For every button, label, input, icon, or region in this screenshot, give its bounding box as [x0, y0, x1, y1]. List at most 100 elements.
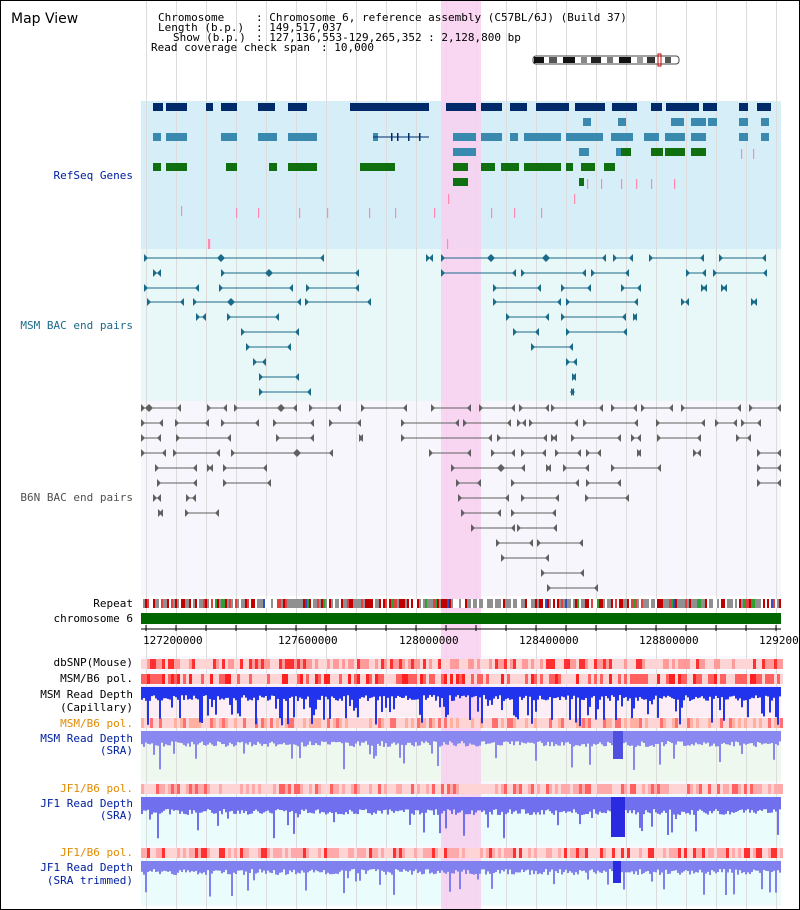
jf1-trim-depth-bar: [241, 861, 243, 871]
msm-sra-depth-bar: [649, 731, 651, 746]
msm-cap-depth-bar: [331, 687, 333, 697]
jf1-depth-bar: [559, 797, 561, 813]
msm-pol-cell: [252, 674, 255, 684]
repeat-mark: [189, 599, 191, 608]
jf1-pol2-cell: [291, 848, 294, 858]
msm-pol-sra-cell: [537, 718, 540, 728]
repeat-mark: [419, 599, 421, 608]
b6n-bac-pair-end: [491, 449, 495, 457]
msm-pol-cell: [573, 674, 576, 684]
jf1-depth-bar: [173, 797, 175, 811]
dbsnp-cell: [759, 659, 762, 669]
jf1-pol2-cell: [207, 848, 210, 858]
msm-pol-sra-cell: [570, 718, 573, 728]
msm-pol-cell: [591, 674, 594, 684]
msm-sra-depth-bar: [679, 731, 681, 742]
jf1-trim-depth-bar: [453, 861, 455, 874]
msm-pol-sra-cell: [528, 718, 531, 728]
jf1-trim-depth-bar: [701, 861, 703, 873]
msm-sra-depth-bar: [485, 731, 487, 745]
dbsnp-cell: [474, 659, 477, 669]
refseq-minor-tick: [299, 208, 301, 218]
dbsnp-cell: [300, 659, 303, 669]
msm-pol-cell: [627, 674, 630, 684]
jf1-depth-bar: [213, 797, 215, 814]
msm-sra-depth-bar: [713, 731, 715, 744]
repeat-mark: [205, 599, 207, 608]
msm-sra-depth-bar: [447, 731, 449, 745]
jf1-depth-bar: [721, 797, 723, 815]
msm-cap-depth-bar: [273, 687, 275, 696]
msm-sra-depth-bar: [543, 731, 545, 747]
msm-sra-depth-bar: [321, 731, 323, 742]
jf1-pol-cell: [219, 784, 222, 794]
jf1-depth-bar: [149, 797, 151, 820]
msm-cap-depth-bar: [305, 687, 307, 700]
msm-pol-sra-cell: [330, 718, 333, 728]
chromosome-ideogram[interactable]: [529, 53, 685, 67]
repeat-mark: [497, 599, 499, 608]
dbsnp-cell: [231, 659, 234, 669]
msm-pol-sra-cell: [306, 718, 309, 728]
msm-sra-depth-bar: [707, 731, 709, 743]
jf1-trim-depth-bar: [687, 861, 689, 872]
msm-sra-depth-bar: [675, 731, 677, 745]
msm-sra-depth-bar: [169, 731, 171, 746]
jf1-trim-depth-bar: [721, 861, 723, 873]
jf1-depth-bar: [481, 797, 483, 813]
jf1-trim-depth-bar: [167, 861, 169, 872]
msm-sra-depth-bar: [259, 731, 261, 744]
jf1-depth-bar: [443, 797, 445, 811]
jf1-pol-cell: [681, 784, 684, 794]
msm-sra-depth-bar: [737, 731, 739, 743]
jf1-trim-depth-bar: [589, 861, 591, 871]
repeat-mark: [359, 599, 361, 608]
jf1-depth-bar: [659, 797, 661, 815]
jf1-depth-bar: [347, 797, 349, 815]
msm-cap-depth-bar: [255, 687, 257, 725]
msm-sra-depth-bar: [583, 731, 585, 745]
repeat-mark: [469, 599, 471, 608]
msm-sra-depth-bar: [701, 731, 703, 746]
jf1-depth-bar: [547, 797, 549, 810]
msm-bac-pair-end: [297, 298, 301, 306]
gridline: [506, 1, 507, 909]
repeat-mark: [643, 599, 645, 608]
jf1-pol2-cell: [177, 848, 180, 858]
msm-cap-depth-bar: [429, 687, 431, 696]
msm-cap-depth-bar: [469, 687, 471, 720]
msm-pol-sra-cell: [732, 718, 735, 728]
msm-cap-depth-bar: [585, 687, 587, 698]
msm-sra-depth-bar: [319, 731, 321, 746]
gridline: [206, 1, 207, 909]
msm-sra-depth-bar: [545, 731, 547, 746]
b6n-bac-pair-end: [555, 449, 559, 457]
jf1-depth-bar: [275, 797, 277, 811]
msm-pol-cell: [684, 674, 687, 684]
msm-pol-sra-cell: [774, 718, 777, 728]
dbsnp-cell: [309, 659, 312, 669]
msm-depth-cap-label-1: MSM Read Depth: [40, 688, 133, 701]
msm-bac-pair-end: [703, 284, 707, 292]
jf1-pol-cell: [360, 784, 363, 794]
jf1-pol2-cell: [192, 848, 195, 858]
jf1-pol-cell: [750, 784, 753, 794]
msm-sra-depth-bar: [203, 731, 205, 745]
gene-block: [288, 133, 317, 141]
msm-cap-depth-bar: [399, 687, 401, 697]
jf1-depth-bar: [373, 797, 375, 813]
jf1-depth-bar: [423, 797, 425, 833]
jf1-trim-depth-bar: [503, 861, 505, 872]
msm-pol-cell: [246, 674, 249, 684]
msm-pol-sra-cell: [429, 718, 432, 728]
jf1-depth-bar: [509, 797, 511, 810]
jf1-trim-depth-bar: [457, 861, 459, 872]
jf1-depth-bar: [651, 797, 653, 827]
jf1-depth-bar: [357, 797, 359, 815]
jf1-pol2-cell: [777, 848, 780, 858]
msm-sra-depth-bar: [435, 731, 437, 742]
dbsnp-cell: [726, 659, 729, 669]
msm-sra-depth-bar: [173, 731, 175, 754]
jf1-pol2-cell: [738, 848, 741, 858]
